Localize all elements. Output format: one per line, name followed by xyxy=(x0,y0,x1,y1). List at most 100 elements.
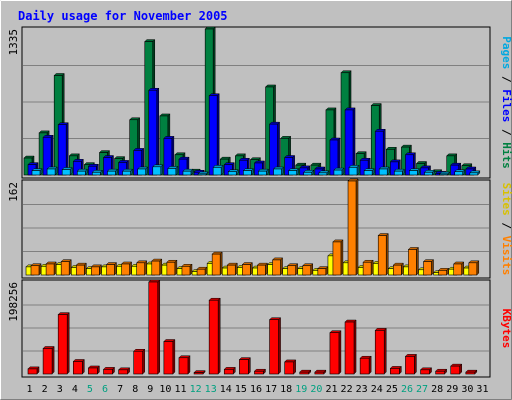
bar-face xyxy=(332,241,342,276)
bar-face xyxy=(223,369,234,375)
bar-face xyxy=(208,299,219,375)
bar-side xyxy=(217,297,221,375)
bar-visits-day-7 xyxy=(120,261,133,276)
bar-face xyxy=(394,170,403,176)
bar-face xyxy=(208,95,218,176)
bar-face xyxy=(211,253,221,276)
bar-face xyxy=(408,249,417,276)
bar-face xyxy=(359,357,370,375)
bar-face xyxy=(420,369,430,375)
x-tick-day-26: 26 xyxy=(401,384,413,395)
bar-face xyxy=(163,341,174,375)
bar-visits-day-6 xyxy=(105,261,118,276)
bar-face xyxy=(152,166,162,176)
bar-visits-day-4 xyxy=(75,262,87,276)
bar-face xyxy=(314,371,325,375)
x-tick-day-7: 7 xyxy=(117,384,123,395)
bar-visits-day-27 xyxy=(422,259,435,276)
bar-kbytes-day-12 xyxy=(193,370,206,375)
bar-face xyxy=(465,371,476,375)
bar-face xyxy=(76,170,86,176)
bar-face xyxy=(257,264,266,276)
bar-kbytes-day-18 xyxy=(284,359,297,375)
bar-visits-day-21 xyxy=(332,239,344,276)
bar-face xyxy=(439,173,448,176)
bar-kbytes-day-11 xyxy=(178,355,191,375)
bar-pages-day-28 xyxy=(439,171,451,176)
x-tick-day-10: 10 xyxy=(159,384,171,395)
bar-visits-day-30 xyxy=(468,260,480,276)
bar-pages-day-8 xyxy=(137,166,149,176)
panel-hits: 1335 Pages / Files / Hits xyxy=(7,26,512,179)
bar-pages-day-16 xyxy=(257,168,270,176)
bar-face xyxy=(45,263,55,276)
bar-visits-day-23 xyxy=(362,259,374,276)
bar-kbytes-day-9 xyxy=(148,279,161,375)
bar-side xyxy=(250,261,253,276)
bar-face xyxy=(469,172,479,176)
bar-pages-day-24 xyxy=(378,166,390,176)
bar-face xyxy=(106,264,115,276)
y-max-label-visits: 162 xyxy=(7,182,20,202)
bar-face xyxy=(91,266,100,276)
bar-side xyxy=(172,338,176,375)
bar-pages-day-13 xyxy=(212,164,224,176)
bar-face xyxy=(182,170,192,176)
x-tick-day-29: 29 xyxy=(446,384,458,395)
bar-pages-day-19 xyxy=(303,169,315,176)
bar-side xyxy=(174,259,178,276)
bar-face xyxy=(318,172,328,176)
bar-face xyxy=(167,168,177,176)
bar-face xyxy=(453,263,463,276)
bar-visits-day-5 xyxy=(90,264,102,276)
bar-kbytes-day-23 xyxy=(359,355,372,375)
bar-kbytes-day-3 xyxy=(57,311,70,375)
x-tick-day-30: 30 xyxy=(461,384,473,395)
bar-visits-day-22 xyxy=(347,178,359,276)
bar-face xyxy=(347,180,357,276)
bar-face xyxy=(196,268,206,276)
legend-separator: / xyxy=(500,69,512,89)
bar-side xyxy=(156,87,160,176)
bar-face xyxy=(377,235,387,276)
bar-side xyxy=(220,164,224,176)
bar-face xyxy=(423,261,432,276)
bar-visits-day-20 xyxy=(317,266,329,276)
bar-pages-day-14 xyxy=(227,169,239,176)
bar-visits-day-17 xyxy=(271,257,284,276)
x-tick-day-1: 1 xyxy=(27,384,33,395)
bar-face xyxy=(137,168,146,176)
bar-face xyxy=(302,265,312,276)
bar-visits-day-14 xyxy=(226,262,238,276)
bar-face xyxy=(409,170,418,176)
bar-face xyxy=(405,356,415,375)
bar-visits-day-3 xyxy=(60,259,72,276)
bar-pages-day-15 xyxy=(242,168,254,176)
bar-visits-day-28 xyxy=(438,267,450,276)
bar-side xyxy=(157,279,161,375)
bar-side xyxy=(99,264,102,276)
bar-face xyxy=(333,169,343,176)
bar-visits-day-8 xyxy=(136,260,148,276)
bar-face xyxy=(31,170,41,176)
bar-face xyxy=(148,89,158,176)
bar-pages-day-5 xyxy=(91,169,103,176)
x-tick-day-12: 12 xyxy=(190,384,202,395)
x-tick-day-24: 24 xyxy=(371,384,383,395)
x-tick-day-15: 15 xyxy=(235,384,247,395)
bar-visits-day-24 xyxy=(377,232,389,276)
bar-pages-day-22 xyxy=(348,164,360,176)
bar-face xyxy=(136,262,145,276)
y-max-label-kbytes: 198256 xyxy=(7,282,20,322)
plot-area-visits xyxy=(21,179,491,279)
bar-face xyxy=(317,268,327,276)
panel-visits: 162 Sites / Visits xyxy=(7,178,512,279)
legend-item-kbytes: KBytes xyxy=(500,309,512,349)
bar-visits-day-9 xyxy=(151,258,163,276)
bar-side xyxy=(66,311,70,375)
bar-kbytes-day-28 xyxy=(435,368,448,375)
bar-side xyxy=(68,259,72,276)
bar-kbytes-day-24 xyxy=(374,327,387,375)
bar-face xyxy=(226,264,236,276)
